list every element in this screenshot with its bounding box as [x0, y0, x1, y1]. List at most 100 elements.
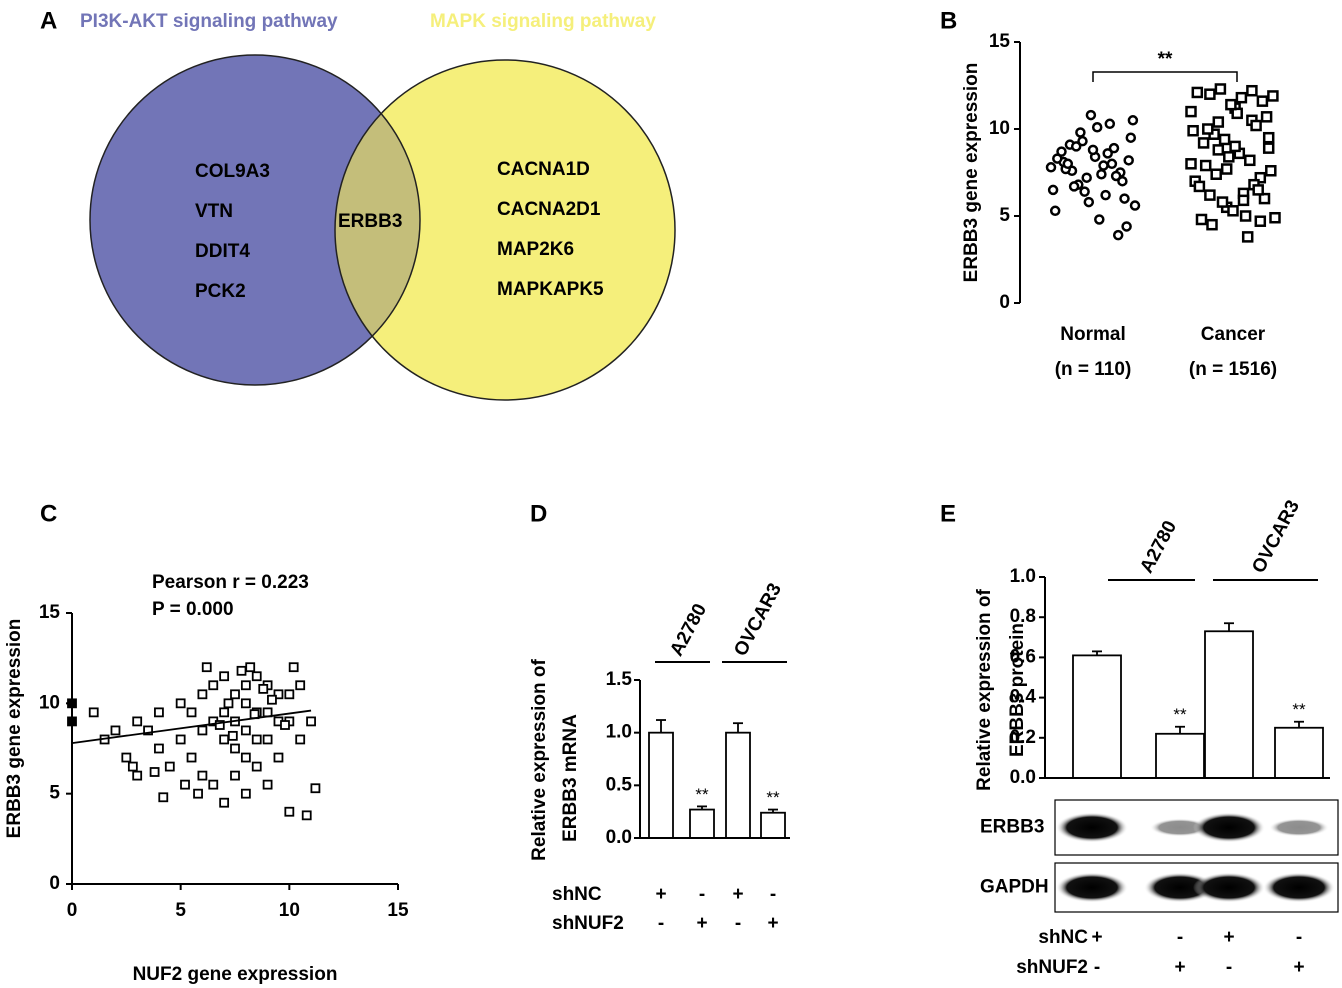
point [280, 720, 290, 730]
point [1265, 165, 1277, 177]
point [1218, 133, 1231, 146]
point [121, 752, 132, 763]
point [1195, 213, 1208, 226]
x-tick-label: 0 [67, 900, 78, 921]
significance: ** [1292, 700, 1306, 719]
point [1204, 88, 1216, 100]
y-axis-label: ERBB3 gene expression [4, 619, 25, 839]
y-axis-label: ERBB3 mRNA [560, 714, 581, 842]
point [1087, 144, 1099, 156]
significance: ** [1158, 49, 1173, 70]
x-tick-label: 10 [279, 900, 300, 921]
point [1239, 210, 1252, 222]
point [1119, 193, 1130, 204]
y-tick-label: 0.6 [1010, 646, 1036, 667]
point [175, 698, 186, 709]
blot-band [1269, 818, 1329, 837]
point [1110, 170, 1122, 182]
point [310, 783, 321, 794]
point [1193, 180, 1206, 193]
point [1106, 158, 1118, 170]
point [1262, 142, 1275, 154]
y-tick-label: 10 [989, 118, 1010, 139]
point [1262, 131, 1275, 144]
point [1108, 142, 1120, 154]
point [284, 806, 295, 817]
point [219, 671, 230, 682]
point [1229, 140, 1241, 153]
set-item: MAP2K6 [497, 239, 574, 260]
annotation: Pearson r = 0.223 [152, 572, 309, 593]
point [262, 734, 273, 745]
x-tick-label: Normal [1060, 324, 1125, 345]
y-tick-label: 5 [999, 205, 1010, 226]
point [262, 707, 273, 718]
venn-outline [334, 59, 676, 401]
point [1214, 83, 1227, 95]
point [1231, 107, 1243, 120]
point [1127, 115, 1139, 126]
y-tick-label: 0.8 [1010, 606, 1036, 627]
panel-label: C [40, 500, 57, 527]
point [186, 707, 197, 718]
significance: ** [766, 788, 780, 807]
bar [1204, 630, 1254, 779]
point [1187, 124, 1199, 137]
point [251, 761, 262, 772]
y-axis-label: ERBB3 gene expression [961, 63, 982, 283]
point [262, 779, 273, 790]
point [1129, 200, 1141, 211]
bar [689, 808, 715, 839]
point [1045, 162, 1057, 173]
point [1204, 189, 1216, 201]
bar [760, 811, 786, 839]
point [88, 707, 99, 718]
point [284, 689, 295, 700]
point [1068, 181, 1080, 192]
point [186, 752, 197, 763]
y-tick-label: 0 [999, 292, 1010, 313]
blot-band [1193, 812, 1265, 843]
point [1237, 194, 1250, 207]
point [258, 683, 269, 694]
condition-sign: - [1094, 957, 1100, 978]
blot-band [1193, 872, 1265, 903]
point [267, 694, 277, 705]
point [1102, 148, 1113, 159]
point [208, 680, 219, 691]
point [240, 698, 251, 709]
point [1258, 192, 1271, 205]
point [1081, 172, 1092, 183]
set-title: PI3K-AKT signaling pathway [80, 11, 338, 32]
bar [648, 731, 674, 839]
y-tick-label: 0.5 [606, 774, 633, 795]
point [1100, 189, 1111, 201]
point [1225, 98, 1237, 111]
y-tick-label: 0.2 [1010, 727, 1036, 748]
intersection-item: ERBB3 [338, 211, 402, 232]
condition-label: shNUF2 [1016, 957, 1088, 978]
group-label: A2780 [666, 600, 711, 659]
point [1104, 118, 1116, 130]
blot-label: GAPDH [980, 877, 1049, 898]
point [149, 767, 160, 777]
point [1206, 218, 1218, 231]
condition-sign: + [732, 884, 743, 905]
point [110, 725, 121, 736]
y-axis-label: Relative expression of [974, 588, 995, 790]
set-item: CACNA1D [497, 159, 590, 180]
condition-sign: + [696, 913, 707, 934]
point [1216, 196, 1229, 208]
point [1085, 109, 1097, 121]
point [301, 810, 312, 821]
group-label: A2780 [1136, 517, 1181, 576]
y-tick-label: 1.0 [1010, 566, 1036, 587]
condition-sign: + [1174, 957, 1185, 978]
condition-sign: + [1293, 957, 1304, 978]
point [1185, 158, 1197, 170]
point [214, 720, 225, 730]
set-title: MAPK signaling pathway [430, 11, 656, 32]
point [1199, 159, 1212, 172]
panel-label: D [530, 500, 547, 527]
venn-set [90, 55, 420, 385]
